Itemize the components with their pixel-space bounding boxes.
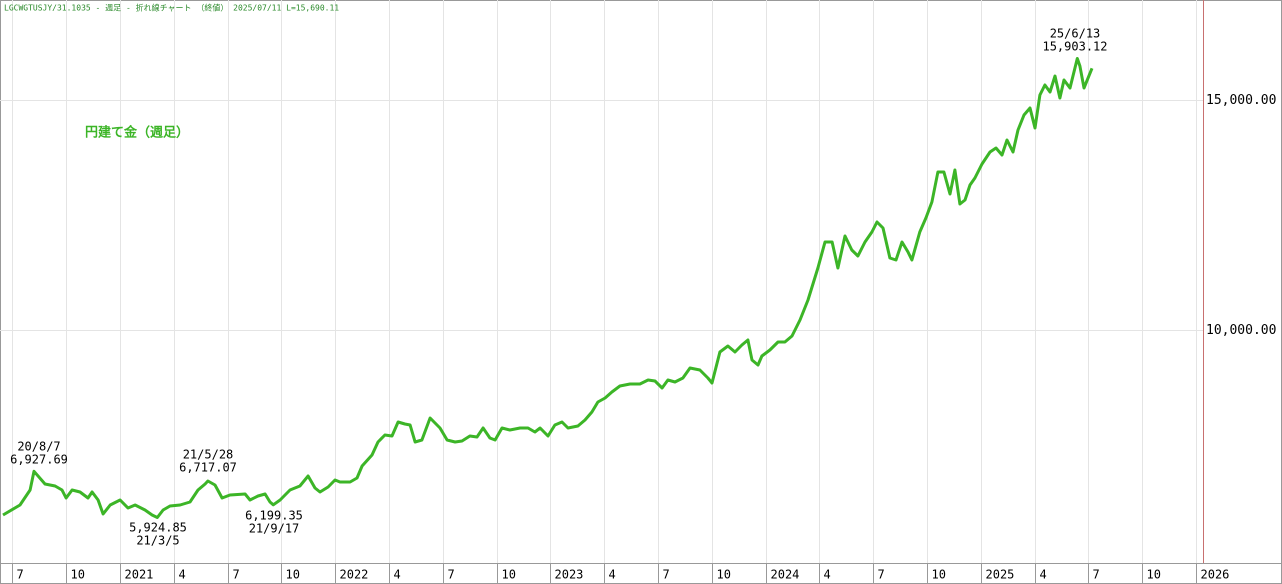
x-tick-label: 10	[1147, 568, 1161, 582]
x-tick-label: 7	[448, 568, 455, 582]
data-line	[2, 57, 1094, 519]
annotation: 20/8/7	[17, 440, 60, 454]
x-tick-label: 2024	[771, 568, 800, 582]
y-tick-label: 15,000.00	[1206, 93, 1276, 108]
series-name: 円建て金（週足）	[85, 125, 189, 141]
x-tick-label: 7	[17, 568, 24, 582]
x-tick-label: 2026	[1201, 568, 1230, 582]
x-tick-label: 2023	[555, 568, 584, 582]
x-tick-label: 4	[394, 568, 401, 582]
annotation: 15,903.12	[1042, 40, 1107, 54]
x-tick-label: 4	[609, 568, 616, 582]
x-tick-label: 7	[1093, 568, 1100, 582]
x-tick-label: 7	[663, 568, 670, 582]
annotation: 5,924.85	[129, 521, 187, 535]
x-tick-label: 10	[71, 568, 85, 582]
x-tick-label: 10	[932, 568, 946, 582]
x-tick-label: 10	[717, 568, 731, 582]
annotation: 25/6/13	[1050, 27, 1101, 41]
chart-header: LGCWGTUSJY/31.1035 - 週足 - 折れ線チャート （終値） 2…	[4, 3, 339, 13]
x-tick-label: 10	[502, 568, 516, 582]
annotation: 6,717.07	[179, 461, 237, 475]
x-tick-label: 7	[878, 568, 885, 582]
x-tick-label: 7	[233, 568, 240, 582]
x-tick-label: 2025	[986, 568, 1015, 582]
annotation: 6,927.69	[10, 453, 68, 467]
annotation: 21/3/5	[136, 534, 179, 548]
x-tick-label: 2021	[125, 568, 154, 582]
annotation: 6,199.35	[245, 509, 303, 523]
y-tick-label: 10,000.00	[1206, 323, 1276, 338]
annotation: 21/5/28	[183, 448, 234, 462]
annotation: 21/9/17	[249, 522, 300, 536]
x-tick-label: 10	[286, 568, 300, 582]
x-tick-label: 4	[179, 568, 186, 582]
x-tick-label: 4	[1040, 568, 1047, 582]
x-tick-label: 4	[824, 568, 831, 582]
x-tick-label: 2022	[340, 568, 369, 582]
